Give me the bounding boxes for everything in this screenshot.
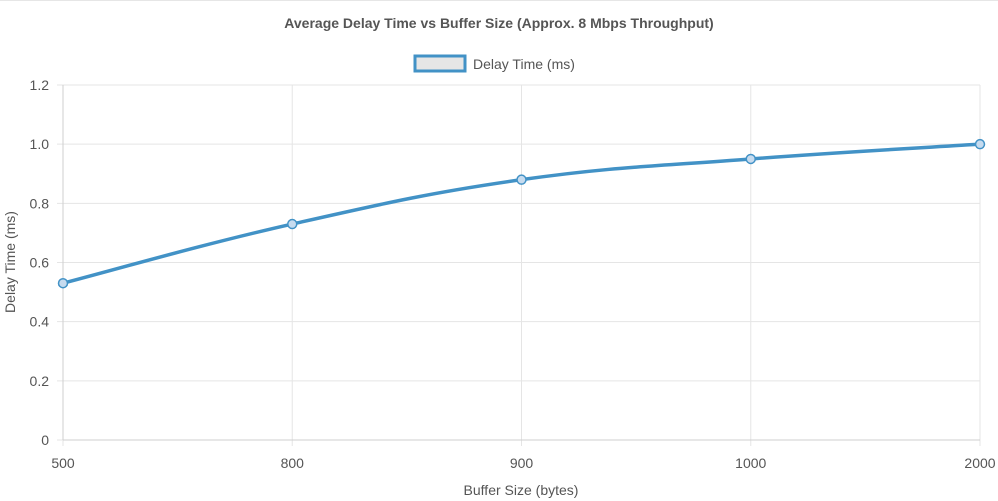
x-tick-label: 2000 [964, 455, 995, 471]
y-tick-label: 0.4 [30, 314, 50, 330]
x-axis-ticks: 500 800 900 1000 2000 [51, 455, 995, 471]
legend-swatch [413, 54, 467, 73]
y-tick-label: 1.2 [30, 77, 50, 93]
x-tick-label: 900 [510, 455, 534, 471]
y-axis-title: Delay Time (ms) [2, 211, 18, 313]
data-point[interactable] [516, 174, 527, 185]
y-tick-label: 1.0 [30, 136, 50, 152]
data-point[interactable] [974, 138, 986, 150]
x-tick-label: 1000 [735, 455, 766, 471]
y-tick-label: 0.6 [30, 255, 50, 271]
axes [62, 85, 980, 441]
y-tick-label: 0.8 [30, 195, 50, 211]
data-point[interactable] [745, 153, 756, 165]
legend-label: Delay Time (ms) [473, 56, 575, 72]
data-point[interactable] [57, 277, 69, 289]
y-tick-label: 0.2 [30, 373, 50, 389]
x-tick-label: 800 [281, 455, 305, 471]
x-axis-title: Buffer Size (bytes) [464, 482, 579, 498]
data-point[interactable] [287, 218, 298, 230]
chart-title: Average Delay Time vs Buffer Size (Appro… [284, 15, 713, 31]
legend[interactable]: Delay Time (ms) [413, 54, 575, 73]
x-tick-label: 500 [51, 455, 75, 471]
grid-lines [57, 84, 981, 446]
y-tick-label: 0 [41, 432, 49, 448]
data-series [57, 138, 986, 289]
y-axis-ticks: 0 0.2 0.4 0.6 0.8 1.0 1.2 [30, 77, 50, 448]
